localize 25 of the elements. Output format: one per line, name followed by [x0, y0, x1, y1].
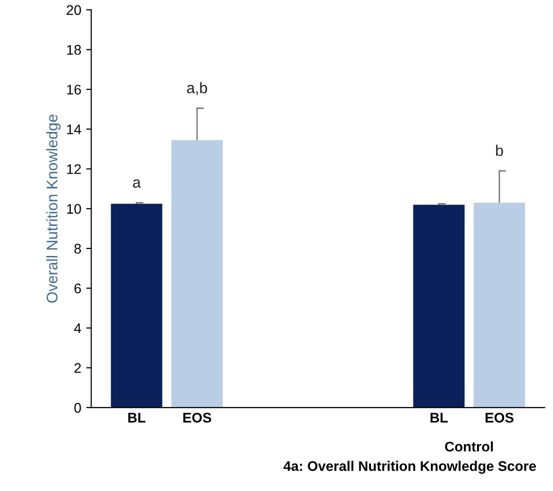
y-tick-label: 10 [67, 204, 81, 214]
y-tick-label: 18 [67, 44, 81, 55]
y-tick-label: 12 [67, 164, 81, 174]
y-tick-label: 8 [74, 244, 81, 254]
y-tick-label: 0 [74, 402, 81, 413]
data-label: a [132, 179, 141, 188]
y-tick-label: 20 [66, 5, 81, 15]
x-tick-label: BL [128, 412, 146, 422]
y-tick-label: 4 [74, 323, 82, 334]
bar [413, 204, 465, 408]
y-tick-label: 14 [67, 124, 82, 134]
y-tick-label: 16 [67, 84, 81, 95]
data-label: a,b [187, 82, 208, 96]
x-tick-label: EOS [486, 412, 514, 423]
x-tick-label: BL [430, 412, 448, 422]
text: 4a: Overall Nutrition Knowledge Score [283, 460, 536, 474]
data-label: b [496, 144, 503, 156]
bar [474, 202, 526, 408]
y-tick-label: 6 [74, 284, 81, 294]
bar [110, 204, 162, 408]
text: Control [445, 441, 493, 452]
y-axis-title: Overall Nutrition Knowledge [46, 114, 61, 303]
y-tick-label: 2 [74, 363, 81, 373]
x-tick-label: EOS [183, 412, 212, 423]
bar [171, 140, 223, 408]
